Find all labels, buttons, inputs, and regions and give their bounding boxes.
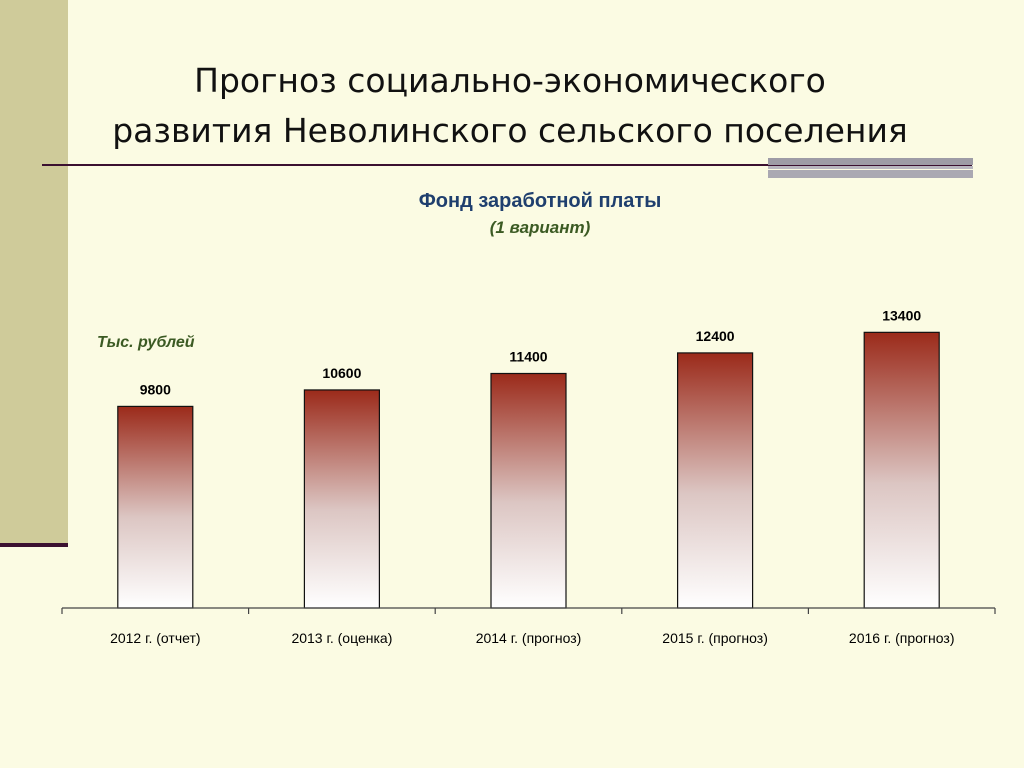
bar-2 <box>303 389 380 609</box>
bar-value-label-5: 13400 <box>882 307 921 323</box>
x-tick-label-4: 2015 г. (прогноз) <box>662 630 768 646</box>
slide-title-line-1: Прогноз социально-экономического <box>194 61 826 100</box>
bar-value-label-2: 10600 <box>322 365 361 381</box>
bar-value-label-4: 12400 <box>696 328 735 344</box>
bar-value-label-3: 11400 <box>509 348 547 364</box>
bar-1 <box>117 405 194 609</box>
x-tick-label-3: 2014 г. (прогноз) <box>476 630 582 646</box>
x-tick-label-1: 2012 г. (отчет) <box>110 630 200 646</box>
bar-3 <box>490 372 567 609</box>
x-tick-label-5: 2016 г. (прогноз) <box>849 630 955 646</box>
header-accent <box>768 158 973 178</box>
chart-title: Фонд заработной платы <box>418 190 662 212</box>
bar-value-label-1: 9800 <box>140 381 171 397</box>
x-tick-label-2: 2013 г. (оценка) <box>291 630 392 646</box>
left-decor-bar <box>0 0 68 546</box>
slide-title: Прогноз социально-экономического развити… <box>90 56 930 156</box>
y-axis-unit-label: Тыс. рублей <box>97 334 195 351</box>
left-decor-rule <box>0 543 68 547</box>
bar-4 <box>676 352 754 609</box>
slide-title-line-2: развития Неволинского сельского поселени… <box>112 111 908 150</box>
header-rule <box>42 164 972 166</box>
bar-5 <box>863 331 940 609</box>
chart-subtitle: (1 вариант) <box>489 218 591 237</box>
